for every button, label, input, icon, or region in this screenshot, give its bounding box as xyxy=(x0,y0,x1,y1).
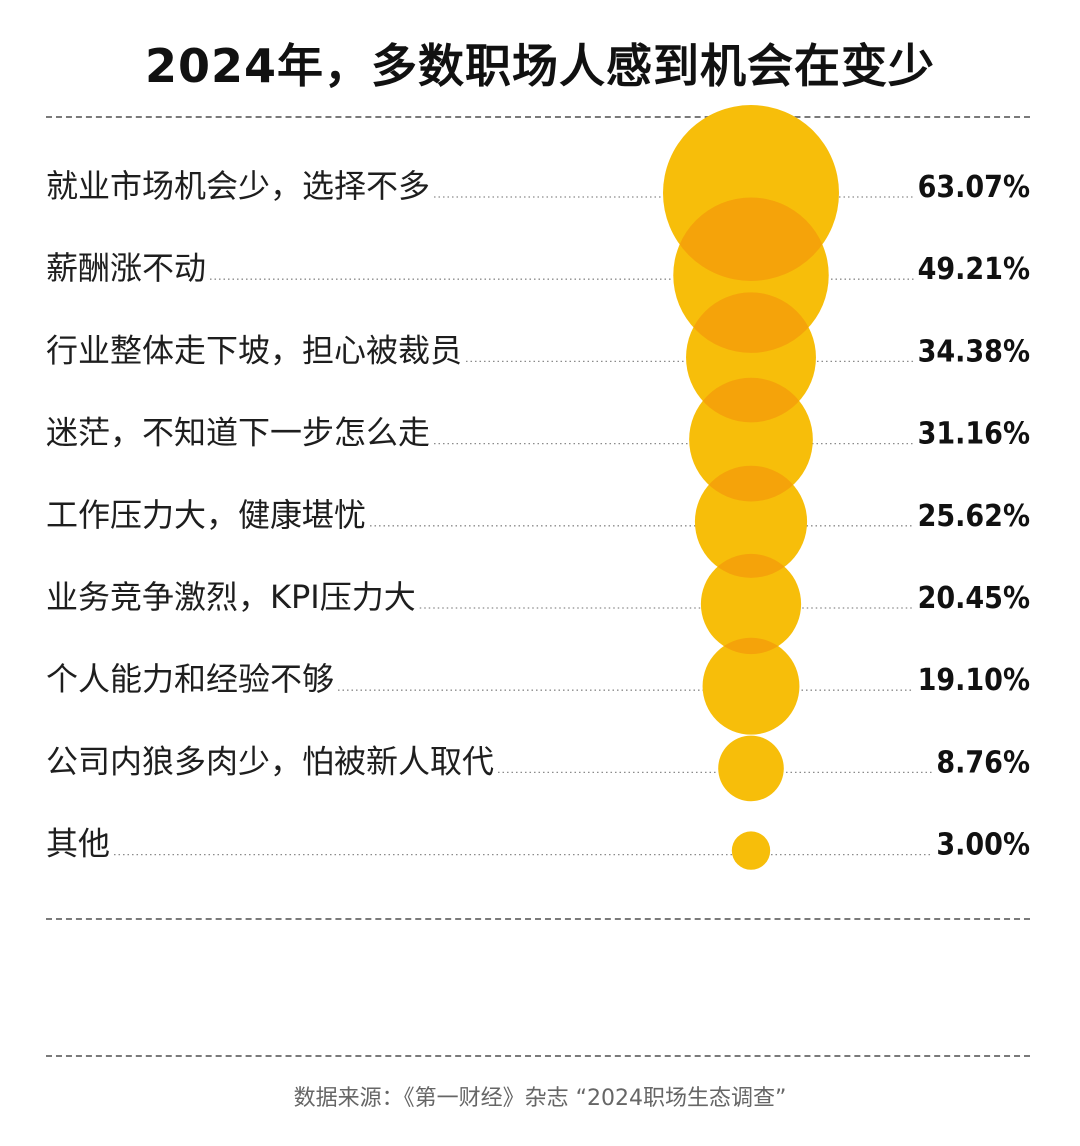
value-label-9: 3.00% xyxy=(936,828,1030,863)
value-label-3: 34.38% xyxy=(918,334,1030,369)
value-label-6: 20.45% xyxy=(918,581,1030,616)
category-label-8: 公司内狼多肉少，怕被新人取代 xyxy=(46,742,494,780)
top-divider xyxy=(46,116,1030,118)
category-label-1: 就业市场机会少，选择不多 xyxy=(46,167,430,205)
chart-title: 2024年，多数职场人感到机会在变少 xyxy=(144,39,936,93)
overlap-2 xyxy=(686,292,816,353)
bubble-7 xyxy=(702,637,800,735)
bubble-6 xyxy=(700,553,802,655)
bubble-overlaps xyxy=(673,197,829,655)
category-label-3: 行业整体走下坡，担心被裁员 xyxy=(46,331,462,369)
value-label-4: 31.16% xyxy=(918,417,1030,452)
value-label-5: 25.62% xyxy=(918,499,1030,534)
category-label-6: 业务竞争激烈，KPI压力大 xyxy=(46,578,416,616)
category-label-4: 迷茫，不知道下一步怎么走 xyxy=(46,414,430,452)
value-label-2: 49.21% xyxy=(918,252,1030,287)
blank-area xyxy=(380,944,696,1032)
overlap-1 xyxy=(673,197,829,281)
category-label-7: 个人能力和经验不够 xyxy=(46,660,334,698)
bubble-8 xyxy=(718,735,784,802)
row-texts: 就业市场机会少，选择不多 63.07% 薪酬涨不动 49.21% 行业整体走下坡，担心被… xyxy=(46,167,1030,863)
bottom-divider xyxy=(46,918,1030,920)
overlap-3 xyxy=(689,377,813,423)
value-label-1: 63.07% xyxy=(918,170,1030,205)
data-source: 数据来源：《第一财经》杂志 “2024职场生态调查” xyxy=(293,1086,787,1111)
bubble-9 xyxy=(731,831,771,870)
value-label-7: 19.10% xyxy=(918,663,1030,698)
category-label-5: 工作压力大，健康堪忧 xyxy=(46,496,366,534)
category-label-9: 其他 xyxy=(46,825,110,863)
overlap-4 xyxy=(694,465,808,502)
value-label-8: 8.76% xyxy=(936,745,1030,780)
footer-divider xyxy=(46,1055,1030,1057)
category-label-2: 薪酬涨不动 xyxy=(46,249,206,287)
